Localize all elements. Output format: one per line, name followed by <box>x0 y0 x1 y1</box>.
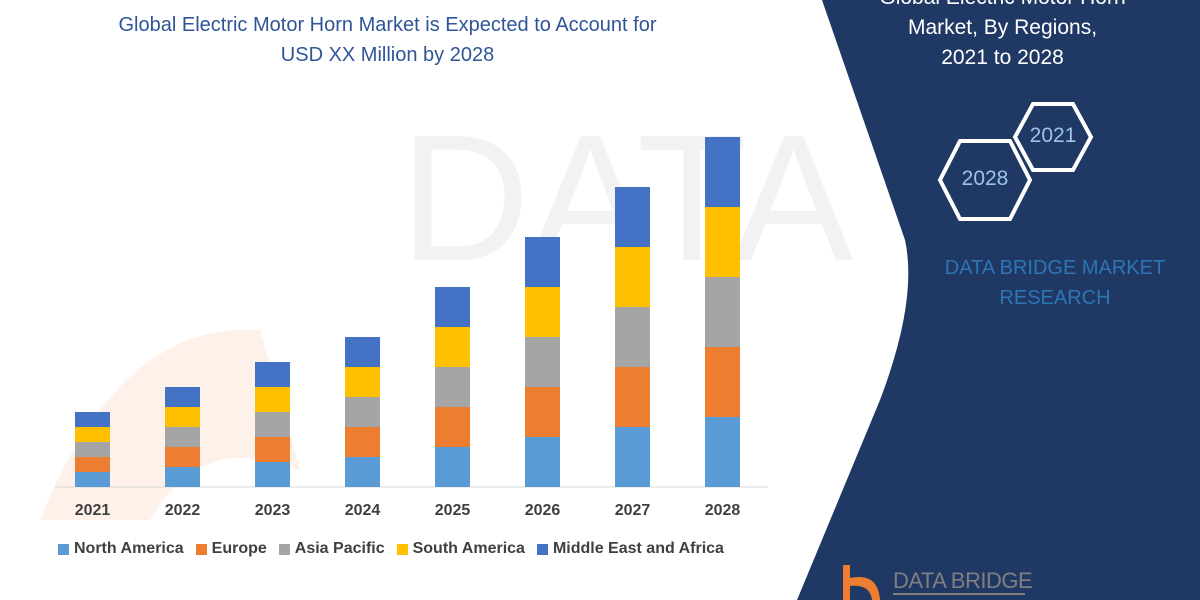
hex-label-2028: 2028 <box>961 167 1009 190</box>
bar-segment-2023-south-america <box>255 387 290 412</box>
bar-segment-2027-asia-pacific <box>615 307 650 367</box>
bar-segment-2026-north-america <box>525 437 560 487</box>
bar-segment-2022-north-america <box>165 467 200 487</box>
bar-segment-2021-asia-pacific <box>75 442 110 457</box>
bar-segment-2028-north-america <box>705 417 740 487</box>
bar-segment-2024-middle-east-and-africa <box>345 337 380 367</box>
chart-title-line-1: Global Electric Motor Horn Market is Exp… <box>118 14 657 36</box>
side-title-line-3: 2021 to 2028 <box>941 46 1064 69</box>
bar-segment-2028-south-america <box>705 207 740 277</box>
bar-segment-2023-asia-pacific <box>255 412 290 437</box>
legend-item-north-america: North America <box>58 540 184 558</box>
legend-label: Europe <box>211 540 267 557</box>
x-tick-label-2028: 2028 <box>704 502 741 519</box>
bar-segment-2022-south-america <box>165 407 200 427</box>
bar-segment-2024-north-america <box>345 457 380 487</box>
x-tick-label-2026: 2026 <box>524 502 561 519</box>
bar-segment-2027-north-america <box>615 427 650 487</box>
legend-label: Asia Pacific <box>294 540 385 557</box>
bar-segment-2025-europe <box>435 407 470 447</box>
bar-segment-2026-south-america <box>525 287 560 337</box>
legend-swatch <box>396 543 408 555</box>
bar-segment-2027-south-america <box>615 247 650 307</box>
bar-segment-2025-south-america <box>435 327 470 367</box>
bar-segment-2022-middle-east-and-africa <box>165 387 200 407</box>
bar-segment-2025-middle-east-and-africa <box>435 287 470 327</box>
bar-segment-2026-asia-pacific <box>525 337 560 387</box>
brand-line-1: DATA BRIDGE MARKET <box>944 257 1166 279</box>
x-tick-label-2027: 2027 <box>614 502 651 519</box>
bar-segment-2026-europe <box>525 387 560 437</box>
legend-label: Middle East and Africa <box>552 540 724 557</box>
bar-segment-2024-asia-pacific <box>345 397 380 427</box>
bar-segment-2025-north-america <box>435 447 470 487</box>
side-title-line-1: Global Electric Motor Horn <box>830 0 1175 13</box>
legend-swatch <box>536 543 548 555</box>
bar-segment-2027-middle-east-and-africa <box>615 187 650 247</box>
bar-segment-2023-north-america <box>255 462 290 487</box>
brand-text: DATA BRIDGE MARKET RESEARCH <box>905 253 1200 313</box>
logo-icon <box>843 565 1025 600</box>
hex-label-2021: 2021 <box>1029 124 1077 147</box>
x-tick-label-2021: 2021 <box>74 502 111 519</box>
bar-segment-2023-europe <box>255 437 290 462</box>
hexagon-2021 <box>1012 102 1094 172</box>
bar-segment-2021-europe <box>75 457 110 472</box>
bar-segment-2028-middle-east-and-africa <box>705 137 740 207</box>
bar-segment-2022-europe <box>165 447 200 467</box>
x-tick-label-2024: 2024 <box>344 502 381 519</box>
x-tick-label-2022: 2022 <box>164 502 201 519</box>
legend-item-south-america: South America <box>396 540 525 558</box>
legend-swatch <box>278 543 290 555</box>
bar-segment-2024-south-america <box>345 367 380 397</box>
bar-segment-2028-asia-pacific <box>705 277 740 347</box>
bars <box>75 137 740 487</box>
bar-segment-2021-south-america <box>75 427 110 442</box>
x-tick-label-2023: 2023 <box>254 502 291 519</box>
chart-title-line-2: USD XX Million by 2028 <box>280 44 495 66</box>
bar-segment-2021-north-america <box>75 472 110 487</box>
legend-item-middle-east-and-africa: Middle East and Africa <box>536 540 724 558</box>
bar-segment-2026-middle-east-and-africa <box>525 237 560 287</box>
legend-swatch <box>58 543 69 555</box>
logo-text: DATA BRIDGE <box>893 568 1033 593</box>
bar-segment-2021-middle-east-and-africa <box>75 412 110 427</box>
legend-item-asia-pacific: Asia Pacific <box>278 540 385 558</box>
bar-segment-2023-middle-east-and-africa <box>255 362 290 387</box>
side-title-line-2: Market, By Regions, <box>907 16 1098 39</box>
bar-segment-2027-europe <box>615 367 650 427</box>
side-panel-title: Global Electric Motor Horn Market, By Re… <box>830 0 1175 73</box>
legend-swatch <box>195 543 207 555</box>
side-panel <box>797 0 1200 600</box>
legend-label: North America <box>74 540 184 557</box>
bar-segment-2028-europe <box>705 347 740 417</box>
hexagon-2028 <box>937 139 1033 221</box>
legend: North America Europe Asia Pacific South Ame… <box>58 540 724 558</box>
bar-segment-2024-europe <box>345 427 380 457</box>
bar-segment-2022-asia-pacific <box>165 427 200 447</box>
legend-item-europe: Europe <box>195 540 267 558</box>
brand-line-2: RESEARCH <box>999 287 1111 309</box>
x-tick-label-2025: 2025 <box>434 502 471 519</box>
bar-segment-2025-asia-pacific <box>435 367 470 407</box>
chart-title: Global Electric Motor Horn Market is Exp… <box>40 10 735 70</box>
legend-label: South America <box>412 540 525 557</box>
